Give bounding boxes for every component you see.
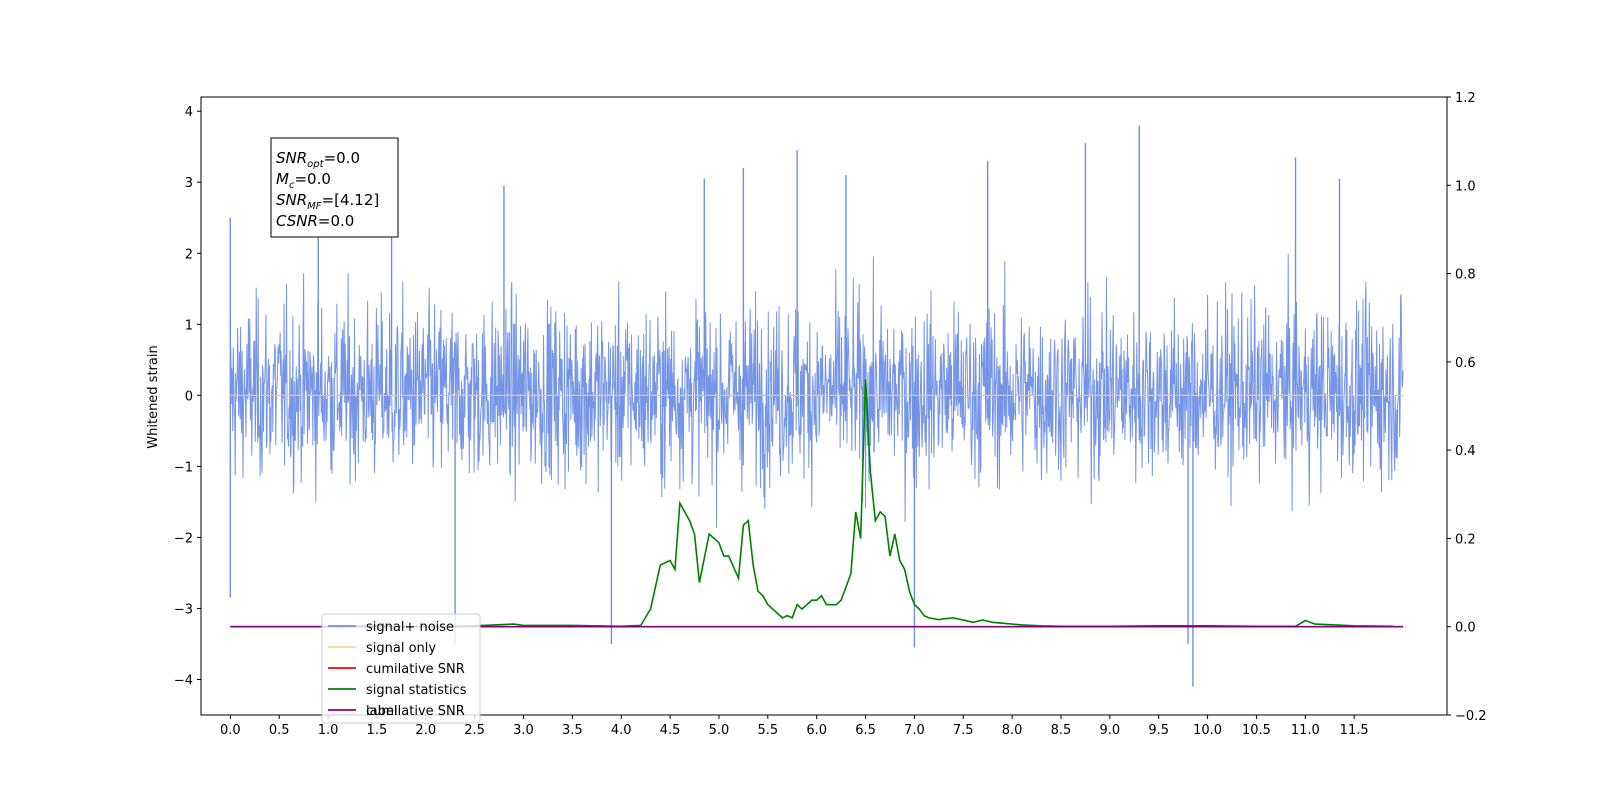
info-box-line: SNRopt=0.0 [276,149,360,170]
noise-series-layer [229,125,1404,687]
x-tick-label: 2.0 [415,723,436,738]
x-tick-label: 11.0 [1291,723,1320,738]
x-tick-label: 3.5 [562,723,583,738]
x-tick-label: 7.5 [953,723,974,738]
x-tick-label: 9.5 [1148,723,1169,738]
x-tick-label: 3.0 [513,723,534,738]
info-box-line: SNRMF=[4.12] [276,191,379,212]
x-tick-label: 1.5 [367,723,388,738]
y-right-tick-label: 1.0 [1455,179,1476,194]
legend-frame [321,613,481,724]
y-left-tick-label: 0 [185,389,193,404]
x-tick-label: 10.5 [1242,723,1271,738]
axes-layer [200,96,1448,716]
info-box-line: Mc=0.0 [276,170,331,191]
y-right-tick-label: 1.2 [1455,91,1476,106]
x-tick-label: 0.0 [220,723,241,738]
legend-label: signal+ noise [366,620,454,635]
y-left-tick-label: −2 [174,531,193,546]
y-left-tick-label: 2 [185,247,193,262]
y-right-tick-label: 0.0 [1455,621,1476,636]
y-left-tick-label: −1 [174,460,193,475]
y-left-tick-label: 1 [185,318,193,333]
x-tick-label: 8.0 [1002,723,1023,738]
legend-label: cumilative SNR [366,662,465,677]
legend-label: label [366,704,397,719]
x-tick-label: 6.0 [806,723,827,738]
x-tick-label: 6.5 [855,723,876,738]
legend: cumilative SNR signal+ noise signal only cu… [321,613,481,724]
legend-label: signal only [366,641,436,656]
x-tick-label: 0.5 [269,723,290,738]
series-signal-noise-line [229,253,1404,528]
y-right-tick-label: 0.4 [1455,444,1476,459]
x-tick-label: 8.5 [1051,723,1072,738]
x-tick-label: 7.0 [904,723,925,738]
x-tick-label: 10.0 [1193,723,1222,738]
x-tick-label: 2.5 [464,723,485,738]
y-axis-title: Whitened strain [146,345,161,448]
y-right-tick-label: 0.2 [1455,532,1476,547]
y-left-tick-label: −3 [174,602,193,617]
x-tick-label: 9.0 [1100,723,1121,738]
series-signal-statistics-line [230,379,1394,628]
info-box-frame [270,137,399,238]
x-tick-label: 1.0 [318,723,339,738]
legend-label: signal statistics [366,683,467,698]
y-left-tick-label: 3 [185,176,193,191]
y-right-tick-label: 0.8 [1455,268,1476,283]
y-right-tick-label: −0.2 [1455,709,1487,724]
plot-frame [200,96,1448,716]
x-tick-label: 11.5 [1340,723,1369,738]
x-tick-label: 5.5 [757,723,778,738]
x-tick-label: 4.0 [611,723,632,738]
ticks-layer: 0.0 0.5 1.0 1.5 2.0 2.5 3.0 3.5 4.0 4.5 5.0 5.5 6.0 6… [174,91,1487,738]
y-left-tick-label: 4 [185,105,193,120]
legend-ghost-label: cumilative SNR [366,704,465,719]
y-left-tick-label: −4 [174,673,193,688]
y-right-tick-label: 0.6 [1455,356,1476,371]
x-tick-label: 5.0 [709,723,730,738]
info-box-line: CSNR=0.0 [276,212,354,230]
x-tick-label: 4.5 [660,723,681,738]
